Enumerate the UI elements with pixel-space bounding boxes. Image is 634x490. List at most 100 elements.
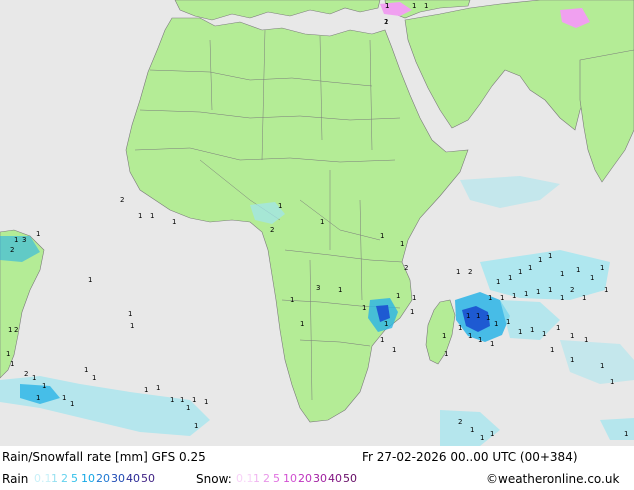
footer-legend-row: Rain 0.1 1 2 5 10 20 30 40 50 Snow: 0.1 1 2 5 10 20 30…	[0, 468, 634, 490]
precip-label: 1	[36, 394, 40, 402]
precip-label: 1	[538, 256, 542, 264]
snow-level-8: 50	[343, 472, 357, 485]
precip-label: 1	[466, 312, 470, 320]
precip-label: 1	[490, 430, 494, 438]
precip-label: 1	[70, 400, 74, 408]
precip-label: 1	[130, 322, 134, 330]
precip-label: 1	[600, 362, 604, 370]
rain-level-2: 2	[61, 472, 68, 485]
precip-label: 1	[392, 346, 396, 354]
precip-label: 1	[385, 2, 389, 10]
precip-label: 1	[488, 294, 492, 302]
precip-label: 1	[42, 382, 46, 390]
precip-label: 1	[518, 268, 522, 276]
precip-label: 2	[404, 264, 408, 272]
rain-level-3: 5	[71, 472, 78, 485]
precip-label: 1	[470, 426, 474, 434]
precip-label: 1	[8, 326, 12, 334]
precip-label: 1	[410, 308, 414, 316]
precip-label: 1	[412, 2, 416, 10]
snow-level-5: 20	[298, 472, 312, 485]
precip-label: 1	[14, 236, 18, 244]
europe-landmass	[174, 0, 381, 21]
precip-label: 1	[468, 332, 472, 340]
precip-label: 3	[22, 236, 26, 244]
precip-label: 1	[192, 396, 196, 404]
precip-label: 2	[10, 246, 14, 254]
precip-label: 1	[518, 328, 522, 336]
precip-label: 1	[300, 320, 304, 328]
precip-label: 1	[542, 330, 546, 338]
rain-legend-label: Rain	[2, 472, 29, 486]
precip-label: 1	[610, 378, 614, 386]
precip-label: 1	[10, 360, 14, 368]
snow-legend-label: Snow:	[196, 472, 232, 486]
precip-label: 2	[384, 18, 388, 26]
precip-label: 2	[120, 196, 124, 204]
precip-label: 1	[412, 294, 416, 302]
precip-label: 1	[84, 366, 88, 374]
precip-label: 1	[320, 218, 324, 226]
south-america-edge	[0, 229, 45, 379]
precip-label: 2	[270, 226, 274, 234]
precip-label: 1	[144, 386, 148, 394]
precip-label: 1	[512, 292, 516, 300]
rain-areas	[0, 176, 634, 446]
precip-label: 1	[560, 294, 564, 302]
snow-level-3: 5	[273, 472, 280, 485]
snow-level-6: 30	[313, 472, 327, 485]
rain-level-8: 50	[141, 472, 155, 485]
precip-label: 1	[424, 2, 428, 10]
precip-label: 1	[524, 290, 528, 298]
rain-level-5: 20	[96, 472, 110, 485]
precip-label: 1	[500, 294, 504, 302]
precip-label: 1	[550, 346, 554, 354]
precip-label: 1	[128, 310, 132, 318]
precip-label: 1	[624, 430, 628, 438]
precip-label: 1	[194, 422, 198, 430]
rain-level-4: 10	[81, 472, 95, 485]
footer-title-row: Rain/Snowfall rate [mm] GFS 0.25 Fr 27-0…	[0, 446, 634, 468]
precip-label: 1	[476, 312, 480, 320]
rain-level-7: 40	[126, 472, 140, 485]
precip-label: 1	[556, 324, 560, 332]
precip-label: 3	[316, 284, 320, 292]
precip-label: 1	[338, 286, 342, 294]
credit-link[interactable]: ©weatheronline.co.uk	[486, 472, 620, 486]
precip-label: 1	[508, 274, 512, 282]
india-landmass	[579, 49, 634, 183]
precip-label: 1	[385, 2, 389, 10]
rain-level-0: 0.1	[34, 472, 52, 485]
snow-level-7: 40	[328, 472, 342, 485]
precip-label: 1	[186, 404, 190, 412]
precip-label: 1	[32, 374, 36, 382]
snow-level-0: 0.1	[236, 472, 254, 485]
precip-label: 1	[478, 336, 482, 344]
precip-label: 1	[384, 320, 388, 328]
precip-label: 1	[92, 374, 96, 382]
precip-label: 1	[536, 288, 540, 296]
precip-label: 2	[24, 370, 28, 378]
precip-label: 1	[456, 268, 460, 276]
precip-label: 2	[458, 418, 462, 426]
precip-label: 1	[396, 292, 400, 300]
map-datetime: Fr 27-02-2026 00..00 UTC (00+384)	[362, 450, 578, 464]
precip-label: 1	[548, 252, 552, 260]
precip-label: 1	[584, 336, 588, 344]
precip-label: 1	[172, 218, 176, 226]
precip-label: 1	[494, 320, 498, 328]
precip-label: 1	[278, 202, 282, 210]
precip-label: 1	[444, 350, 448, 358]
precip-label: 1	[490, 340, 494, 348]
snow-level-4: 10	[283, 472, 297, 485]
precip-label: 1	[384, 18, 388, 26]
precip-label: 1	[180, 396, 184, 404]
map-title: Rain/Snowfall rate [mm] GFS 0.25	[2, 450, 206, 464]
precip-label: 1	[88, 276, 92, 284]
precip-label: 1	[204, 398, 208, 406]
precip-label: 1	[6, 350, 10, 358]
rain-level-1: 1	[51, 472, 58, 485]
precip-label: 1	[570, 332, 574, 340]
